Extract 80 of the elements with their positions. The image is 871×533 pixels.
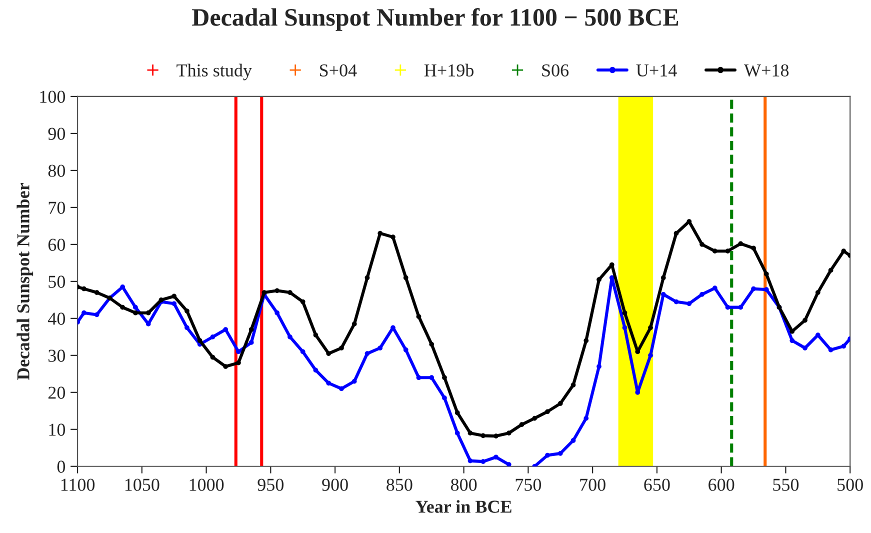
point (480, 459, 486, 464)
x-tick-label: 850 (386, 478, 412, 491)
x-tick-label: 800 (450, 478, 477, 491)
y-tick-label: 10 (49, 424, 66, 436)
point (841, 344, 846, 349)
point (700, 292, 704, 297)
point (648, 352, 653, 358)
y-axis-title: Decadal Sunspot Number (16, 182, 34, 380)
x-tick-label: 600 (708, 478, 734, 491)
y-tick-label: 50 (48, 276, 66, 288)
point (326, 380, 332, 386)
y-tick-label: 70 (48, 202, 66, 214)
point (403, 347, 408, 352)
point (596, 364, 602, 369)
x-tick-label: 1100 (61, 478, 95, 491)
point (494, 454, 498, 460)
legend-label: W+18 (744, 64, 789, 77)
y-tick-label: 0 (57, 460, 66, 473)
point (82, 310, 86, 316)
y-tick-label: 40 (48, 312, 66, 325)
point (339, 386, 344, 392)
legend-label: This study (176, 64, 252, 80)
point (184, 325, 190, 330)
point (274, 310, 280, 316)
y-tick-label: 100 (40, 90, 66, 103)
y-tick-label: 90 (48, 128, 66, 140)
point (454, 430, 460, 436)
point (725, 304, 730, 310)
point (313, 368, 318, 373)
y-tick-label: 20 (48, 386, 66, 399)
point (570, 438, 576, 443)
point (288, 334, 292, 340)
y-tick-label: 60 (48, 238, 66, 251)
x-tick-label: 500 (838, 478, 863, 491)
point (686, 301, 692, 306)
point (378, 346, 383, 350)
legend-label: U+14 (636, 64, 677, 77)
point (210, 334, 216, 340)
x-tick-label: 700 (580, 478, 606, 491)
point (545, 452, 550, 458)
point (442, 396, 447, 400)
x-tick-label: 950 (258, 478, 284, 491)
point (236, 349, 241, 354)
x-tick-label: 750 (516, 478, 542, 491)
point (416, 375, 422, 380)
point (364, 351, 370, 356)
point (468, 458, 473, 464)
point (738, 304, 744, 310)
point (94, 312, 100, 318)
legend-label: H+19b (424, 64, 474, 77)
x-tick-label: 550 (773, 478, 799, 491)
point (133, 304, 138, 310)
legend-label: S+04 (320, 64, 357, 77)
point (558, 450, 563, 456)
chart-title: Decadal Sunspot Number for 1100 − 500 BCE (192, 8, 678, 31)
point (506, 462, 512, 466)
point (120, 284, 126, 290)
point (802, 346, 808, 350)
point (172, 301, 177, 306)
x-axis-title: Year in BCE (416, 500, 512, 513)
y-tick-label: 30 (48, 350, 66, 362)
point (815, 332, 820, 338)
point (223, 327, 228, 332)
x-tick-label: 900 (322, 478, 348, 491)
point (751, 286, 756, 292)
point (352, 378, 357, 384)
point (300, 349, 306, 354)
point (248, 340, 254, 345)
legend-label: S06 (542, 64, 569, 77)
point (584, 416, 589, 421)
x-tick-label: 650 (644, 478, 670, 491)
point (790, 338, 795, 344)
point (622, 325, 628, 330)
point (674, 299, 679, 304)
point (712, 286, 718, 291)
point (429, 375, 434, 380)
x-tick-label: 1050 (125, 478, 160, 491)
x-tick-label: 1000 (190, 478, 224, 491)
y-tick-label: 80 (48, 164, 66, 177)
point (828, 347, 834, 352)
